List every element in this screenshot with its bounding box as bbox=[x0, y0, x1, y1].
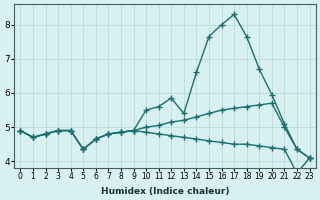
X-axis label: Humidex (Indice chaleur): Humidex (Indice chaleur) bbox=[101, 187, 229, 196]
